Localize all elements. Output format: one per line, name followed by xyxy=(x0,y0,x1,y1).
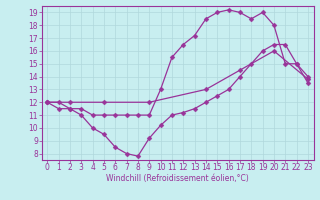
X-axis label: Windchill (Refroidissement éolien,°C): Windchill (Refroidissement éolien,°C) xyxy=(106,174,249,183)
